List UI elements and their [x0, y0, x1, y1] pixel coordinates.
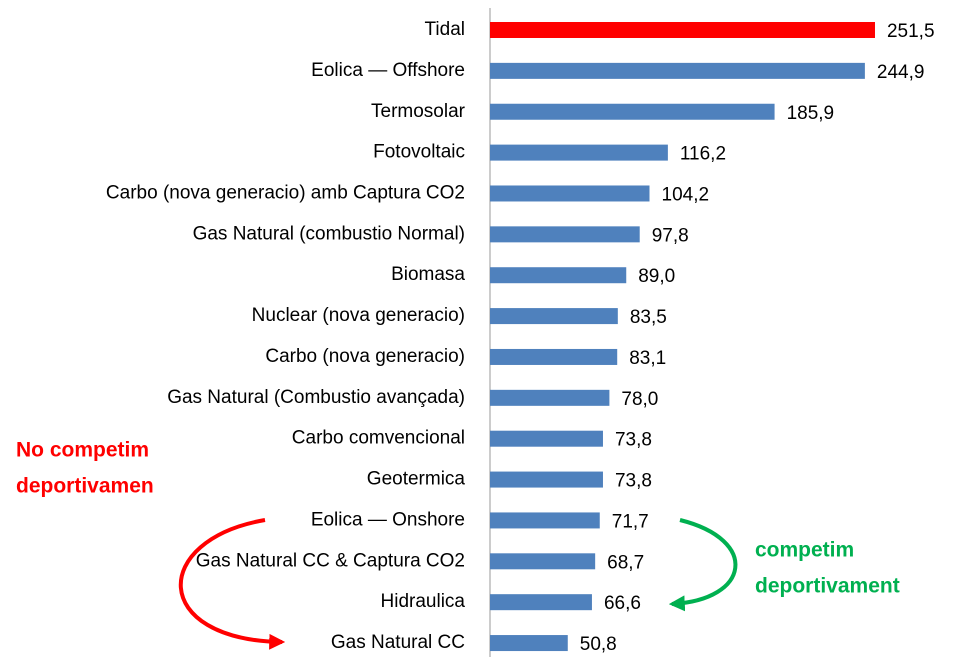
- category-label: Carbo (nova generacio) amb Captura CO2: [106, 182, 465, 203]
- category-label: Eolica — Onshore: [311, 509, 465, 530]
- bar: [490, 430, 603, 447]
- category-label: Nuclear (nova generacio): [252, 305, 465, 326]
- bar: [490, 103, 775, 120]
- category-label: Termosolar: [371, 101, 466, 122]
- category-label: Carbo comvencional: [292, 428, 465, 449]
- bar: [490, 594, 592, 611]
- bar: [490, 512, 600, 529]
- bar: [490, 308, 618, 325]
- bar: [490, 553, 596, 570]
- value-label: 78,0: [621, 389, 658, 410]
- value-label: 71,7: [612, 511, 649, 532]
- bar: [490, 22, 875, 38]
- category-label: Hidraulica: [381, 591, 466, 612]
- value-label: 104,2: [662, 184, 710, 205]
- category-label: Gas Natural CC: [331, 632, 465, 653]
- green-arrow: [668, 518, 738, 612]
- category-label: Tidal: [425, 19, 465, 40]
- annotation: competim: [755, 539, 854, 562]
- category-label: Gas Natural CC & Captura CO2: [196, 550, 465, 571]
- value-label: 73,8: [615, 430, 652, 451]
- category-label: Eolica — Offshore: [311, 60, 465, 81]
- value-label: 97,8: [652, 225, 689, 246]
- category-label: Gas Natural (combustio Normal): [193, 223, 465, 244]
- bar: [490, 267, 627, 284]
- bar: [490, 348, 618, 365]
- value-label: 68,7: [607, 552, 644, 573]
- bar: [490, 144, 668, 161]
- value-label: 66,6: [604, 593, 641, 614]
- value-label: 116,2: [680, 144, 726, 165]
- value-label: 89,0: [638, 266, 675, 287]
- category-label: Biomasa: [391, 264, 465, 285]
- bar: [490, 62, 865, 79]
- category-label: Gas Natural (Combustio avançada): [167, 387, 465, 408]
- value-label: 50,8: [580, 634, 617, 655]
- value-label: 244,9: [877, 62, 925, 83]
- category-label: Fotovoltaic: [373, 142, 465, 163]
- value-label: 251,5: [887, 21, 935, 42]
- value-label: 185,9: [787, 103, 835, 124]
- annotation: deportivament: [755, 575, 900, 598]
- annotation: No competim: [16, 439, 149, 462]
- red-arrow: [178, 518, 286, 650]
- value-label: 73,8: [615, 471, 652, 492]
- value-label: 83,1: [629, 348, 666, 369]
- bar: [490, 635, 568, 652]
- value-label: 83,5: [630, 307, 667, 328]
- bar: [490, 185, 650, 202]
- bar: [490, 389, 610, 406]
- category-label: Carbo (nova generacio): [265, 346, 465, 367]
- bar: [490, 226, 640, 243]
- bar: [490, 471, 603, 488]
- category-label: Geotermica: [367, 469, 466, 490]
- annotation: deportivamen: [16, 475, 154, 498]
